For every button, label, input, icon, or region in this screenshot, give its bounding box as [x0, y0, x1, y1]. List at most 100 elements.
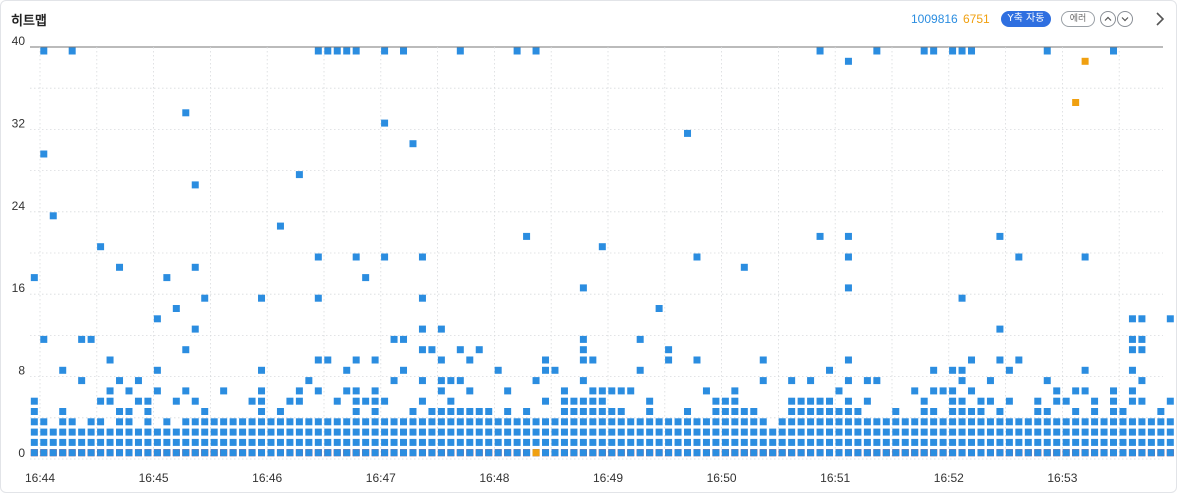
heatmap-cell: [1147, 449, 1155, 457]
heatmap-cell: [1024, 449, 1032, 457]
heatmap-cell: [172, 305, 180, 312]
heatmap-cell: [513, 418, 521, 426]
heatmap-cell: [475, 418, 483, 426]
heatmap-cell: [920, 449, 928, 457]
heatmap-cell: [958, 366, 966, 374]
heatmap-cell: [352, 397, 360, 405]
heatmap-cell: [513, 47, 521, 55]
heatmap-cell: [844, 284, 852, 292]
heatmap-cell: [1034, 428, 1042, 436]
heatmap-cell: [1091, 418, 1099, 426]
heatmap-cell: [286, 438, 294, 446]
heatmap-cell: [1091, 397, 1099, 405]
heatmap-cell: [1072, 428, 1080, 436]
heatmap-cell: [437, 387, 445, 395]
heatmap-cell: [532, 418, 540, 426]
heatmap-cell: [1034, 449, 1042, 457]
heatmap-cell: [409, 428, 417, 436]
heatmap-cell: [1100, 449, 1108, 457]
heatmap-cell: [1157, 418, 1165, 426]
heatmap-cell: [400, 366, 408, 374]
heatmap-cell: [352, 408, 360, 415]
heatmap-cell: [939, 449, 947, 457]
y-tick-label: 40: [12, 34, 26, 48]
heatmap-cell: [996, 232, 1004, 240]
heatmap-cell: [608, 408, 616, 415]
heatmap-cell: [447, 397, 455, 405]
x-tick-label: 16:46: [252, 471, 282, 485]
heatmap-cell: [560, 449, 568, 457]
heatmap-cell: [1005, 418, 1013, 426]
heatmap-cell: [873, 47, 881, 55]
scroll-down-button[interactable]: [1117, 11, 1133, 27]
heatmap-cell: [949, 418, 957, 426]
heatmap-cell: [759, 418, 767, 426]
heatmap-cell: [1043, 449, 1051, 457]
heatmap-cell: [466, 356, 474, 364]
heatmap-cell: [494, 449, 502, 457]
heatmap-cell: [1147, 428, 1155, 436]
y-tick-label: 24: [12, 199, 26, 213]
heatmap-cell: [986, 418, 994, 426]
x-tick-label: 16:53: [1047, 471, 1077, 485]
heatmap-cell: [986, 397, 994, 405]
heatmap-cell: [1015, 253, 1023, 261]
heatmap-cell: [106, 356, 114, 364]
heatmap-cell: [579, 397, 587, 405]
heatmap-cell: [1147, 418, 1155, 426]
heatmap-cell: [163, 449, 171, 457]
heatmap-cell: [466, 387, 474, 395]
heatmap-cell: [390, 428, 398, 436]
heatmap-cell: [1166, 397, 1174, 405]
heatmap-cell: [712, 397, 720, 405]
heatmap-cell: [665, 356, 673, 364]
heatmap-cell: [1072, 387, 1080, 395]
heatmap-cell: [608, 418, 616, 426]
heatmap-cell: [30, 438, 38, 446]
heatmap-cell: [958, 47, 966, 55]
heatmap-cell: [844, 418, 852, 426]
heatmap-cell: [863, 418, 871, 426]
heatmap-cell: [958, 397, 966, 405]
heatmap-cell: [873, 377, 881, 385]
heatmap-cell: [134, 449, 142, 457]
heatmap-cell: [201, 418, 209, 426]
heatmap-cell: [295, 171, 303, 179]
heatmap-cell: [276, 222, 284, 230]
heatmap-cell: [901, 428, 909, 436]
y-tick-label: 8: [18, 364, 25, 378]
heatmap-cell: [693, 418, 701, 426]
heatmap-cell: [343, 438, 351, 446]
heatmap-cell: [996, 449, 1004, 457]
heatmap-cell: [627, 418, 635, 426]
heatmap-cell: [418, 346, 426, 354]
heatmap-cell: [172, 397, 180, 405]
heatmap-cell: [437, 449, 445, 457]
heatmap-cell: [740, 449, 748, 457]
heatmap-cell: [163, 418, 171, 426]
heatmap-cell: [807, 408, 815, 415]
heatmap-cell: [437, 408, 445, 415]
heatmap-cell: [1005, 366, 1013, 374]
heatmap-cell: [892, 418, 900, 426]
heatmap-cell: [428, 449, 436, 457]
heatmap-cell: [258, 438, 266, 446]
heatmap-cell: [816, 438, 824, 446]
heatmap-cell: [835, 387, 843, 395]
heatmap-cell: [636, 418, 644, 426]
heatmap-cell: [721, 408, 729, 415]
heatmap-cell: [570, 428, 578, 436]
error-filter-button[interactable]: 에러: [1061, 11, 1095, 27]
y-axis-auto-button[interactable]: Y축 자동: [1001, 11, 1051, 27]
heatmap-cell: [30, 428, 38, 436]
scroll-up-button[interactable]: [1100, 11, 1116, 27]
heatmap-cell: [598, 428, 606, 436]
heatmap-cell: [1128, 418, 1136, 426]
heatmap-cell: [68, 428, 76, 436]
next-panel-button[interactable]: [1152, 10, 1168, 28]
heatmap-cell: [1053, 418, 1061, 426]
heatmap-cell: [920, 47, 928, 55]
heatmap-cell: [494, 428, 502, 436]
heatmap-cell: [826, 428, 834, 436]
heatmap-cell: [485, 449, 493, 457]
